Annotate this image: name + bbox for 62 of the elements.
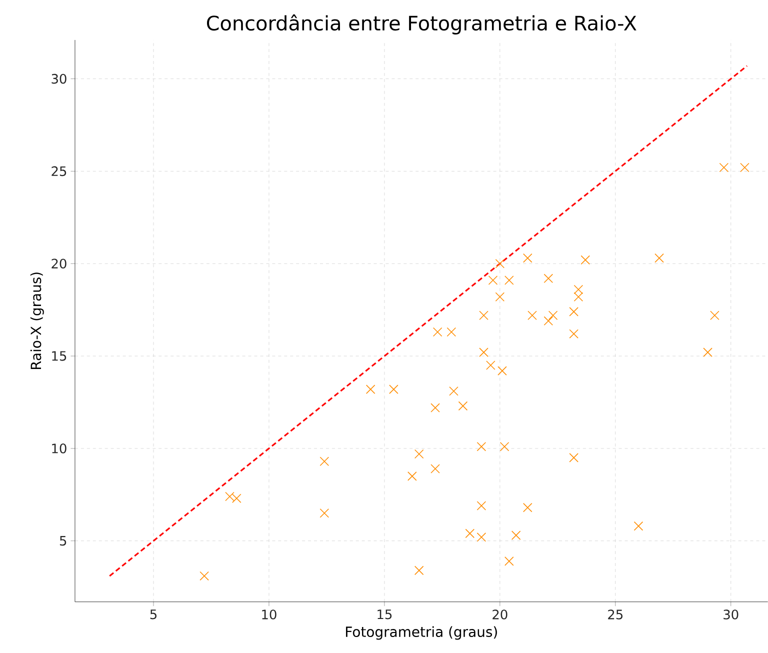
point [458,401,468,411]
point [495,292,505,302]
point [479,348,488,358]
point [320,456,330,466]
point [569,329,578,339]
y-tick-label: 30 [52,74,66,84]
point [654,254,664,263]
point [500,442,510,452]
x-tick-label: 25 [608,610,622,620]
point [528,310,537,320]
y-tick-label: 10 [52,444,66,454]
point [476,501,486,510]
point [430,403,440,412]
y-tick-label: 25 [52,166,66,176]
point [488,276,498,285]
x-tick-label: 5 [150,610,156,620]
point [200,571,209,581]
point [703,348,712,358]
y-tick-label: 15 [52,351,66,361]
x-tick-label: 10 [262,610,276,620]
point [432,327,442,337]
point [389,384,398,394]
point [544,274,554,284]
point [522,503,532,512]
point [569,453,578,462]
point [446,327,456,337]
point [574,292,584,302]
point [486,360,496,370]
point [504,556,514,566]
point [544,316,554,326]
x-tick-label: 30 [724,610,738,620]
point [479,310,488,320]
point [408,472,417,481]
point [498,366,507,376]
x-tick-label: 20 [492,610,508,620]
point [504,276,514,285]
point [476,532,486,542]
x-axis-title: Fotogrametria (graus) [346,626,497,640]
point [574,284,584,294]
point [522,254,532,263]
point [580,255,590,265]
point [414,449,424,459]
point [366,384,376,394]
point [495,259,505,268]
point [414,566,424,576]
point [719,162,729,172]
point [320,508,330,518]
x-tick-label: 15 [378,610,392,620]
point [430,464,440,474]
point [710,310,720,320]
point [548,310,558,320]
y-axis-title: Raio-X (graus) [30,272,44,370]
point [511,530,521,540]
point [465,528,475,538]
point [569,307,578,316]
point [476,442,486,452]
point [449,386,458,396]
point [634,522,644,531]
y-tick-label: 5 [60,536,66,546]
y-tick-label: 20 [52,258,66,269]
chart-title: Concordância entre Fotogrametria e Raio-X [206,14,636,35]
point [740,162,750,172]
